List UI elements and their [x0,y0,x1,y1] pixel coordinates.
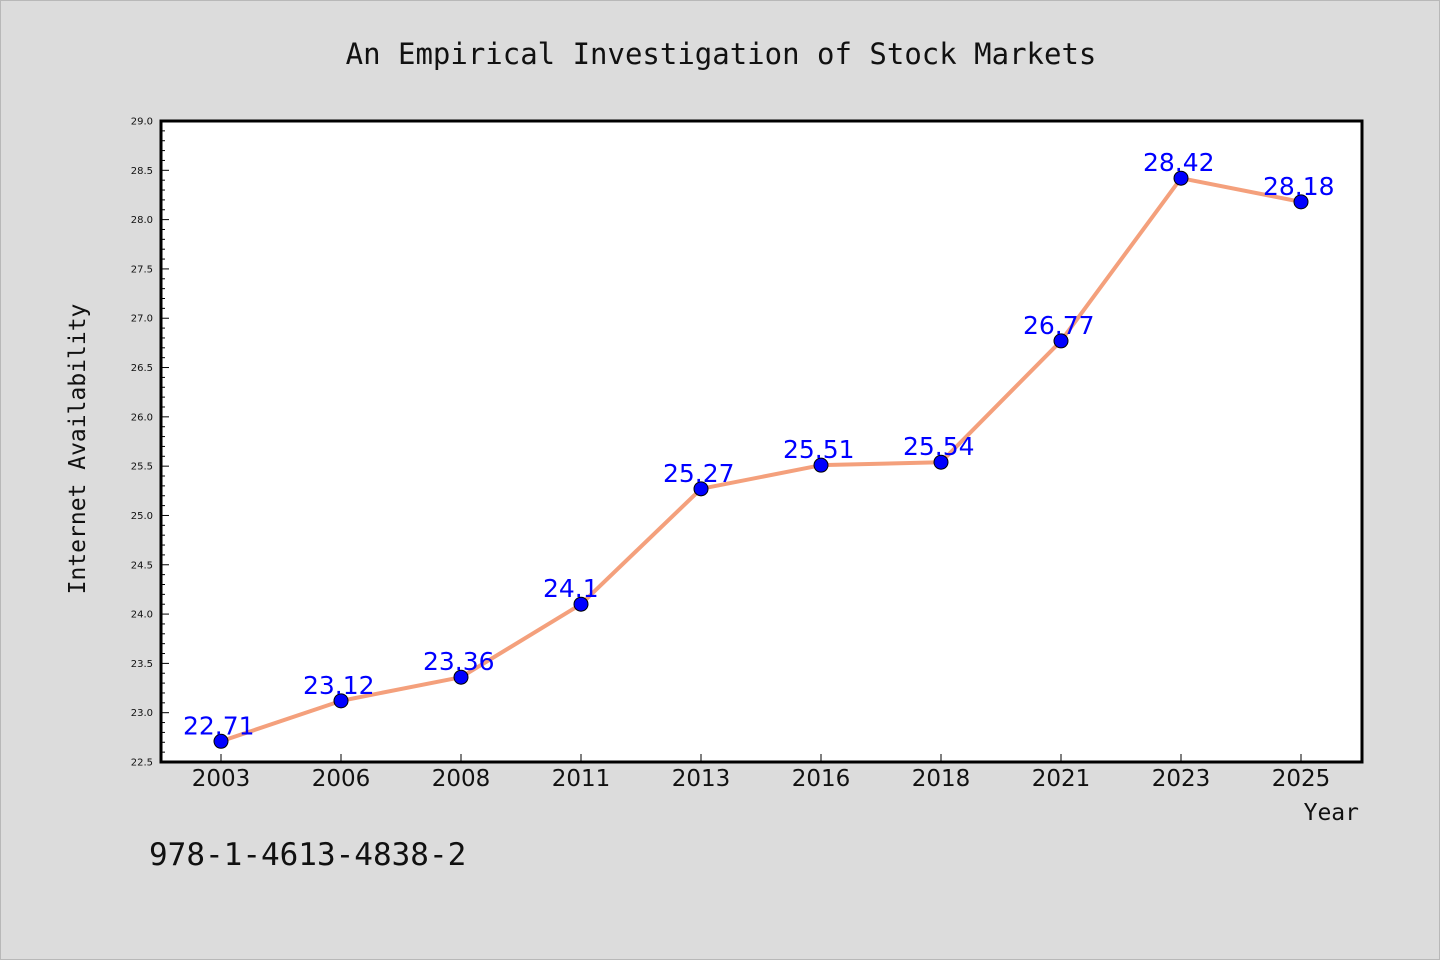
y-tick-label: 23.0 [131,708,153,719]
data-label: 28.18 [1263,172,1335,201]
x-tick-label: 2025 [1272,766,1331,792]
data-point [1173,170,1189,186]
series-line [220,176,1302,744]
data-label: 25.54 [903,432,975,461]
y-tick-label: 26.5 [131,363,153,374]
x-axis-label: Year [1304,800,1359,826]
x-tick-label: 2013 [672,766,731,792]
x-tick-label: 2016 [792,766,851,792]
data-point [333,693,349,709]
x-tick-label: 2021 [1032,766,1091,792]
data-point [1053,333,1069,349]
y-tick-label: 23.5 [131,659,153,670]
data-label: 24.1 [543,574,599,603]
y-axis-label: Internet Availability [65,304,91,595]
y-tick-label: 28.0 [131,215,153,226]
data-label: 23.36 [423,647,495,676]
y-tick-label: 28.5 [131,166,153,177]
chart-title: An Empirical Investigation of Stock Mark… [346,37,1097,71]
data-point [693,481,709,497]
y-tick-label: 27.0 [131,314,153,325]
plot-area [159,119,1364,764]
isbn-annotation: 978-1-4613-4838-2 [149,837,466,873]
data-labels: 22.71 23.12 23.36 24.1 25.27 25.51 25.54 26.77 2… [183,148,1335,740]
y-tick-label: 26.0 [131,412,153,423]
series-layer [213,170,1309,749]
x-tick-label: 2011 [552,766,611,792]
data-point [933,454,949,470]
y-tick-label: 27.5 [131,264,153,275]
data-point [1293,194,1309,210]
y-tick-label: 29.0 [131,117,153,128]
y-tick-label: 25.0 [131,511,153,522]
data-label: 23.12 [303,671,375,700]
data-point [573,596,589,612]
x-tick-label: 2006 [312,766,371,792]
data-label: 22.71 [183,711,255,740]
x-tick-label: 2003 [192,766,251,792]
y-tick-label: 25.5 [131,462,153,473]
y-tick-label: 24.5 [131,560,153,571]
data-label: 25.27 [663,459,735,488]
data-point [213,733,229,749]
y-axis: 22.5 23.0 23.5 24.0 24.5 25.0 25.5 26.0 26.5 27.0… [131,117,169,769]
x-axis: 2003 2006 2008 2011 2013 2016 2018 2021 2023 2025 [192,754,1331,792]
data-point [453,669,469,685]
data-point [813,457,829,473]
x-tick-label: 2018 [912,766,971,792]
data-label: 26.77 [1023,311,1095,340]
data-label: 25.51 [783,435,855,464]
y-tick-label: 24.0 [131,610,153,621]
y-tick-label: 22.5 [131,758,153,769]
data-label: 28.42 [1143,148,1215,177]
x-tick-label: 2023 [1152,766,1211,792]
x-tick-label: 2008 [432,766,491,792]
